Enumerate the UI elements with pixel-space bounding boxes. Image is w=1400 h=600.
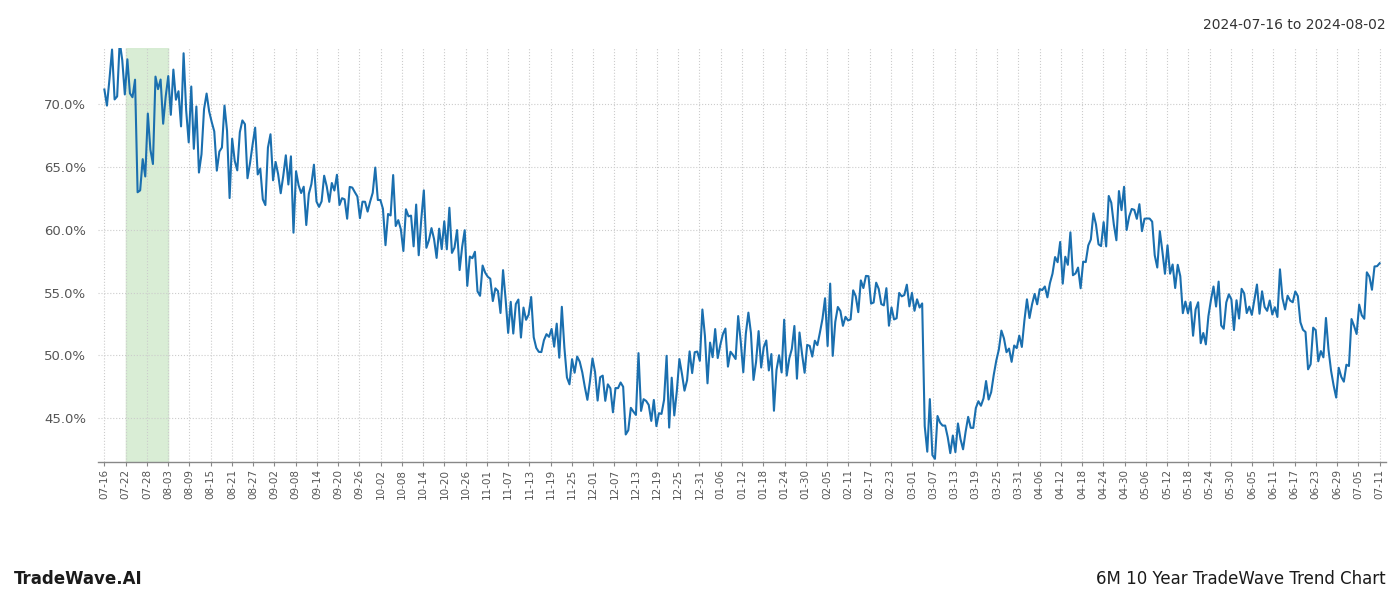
Bar: [126, 48, 168, 462]
Text: TradeWave.AI: TradeWave.AI: [14, 570, 143, 588]
Bar: [126, 48, 168, 462]
Text: 6M 10 Year TradeWave Trend Chart: 6M 10 Year TradeWave Trend Chart: [1096, 570, 1386, 588]
Text: 2024-07-16 to 2024-08-02: 2024-07-16 to 2024-08-02: [1204, 18, 1386, 32]
